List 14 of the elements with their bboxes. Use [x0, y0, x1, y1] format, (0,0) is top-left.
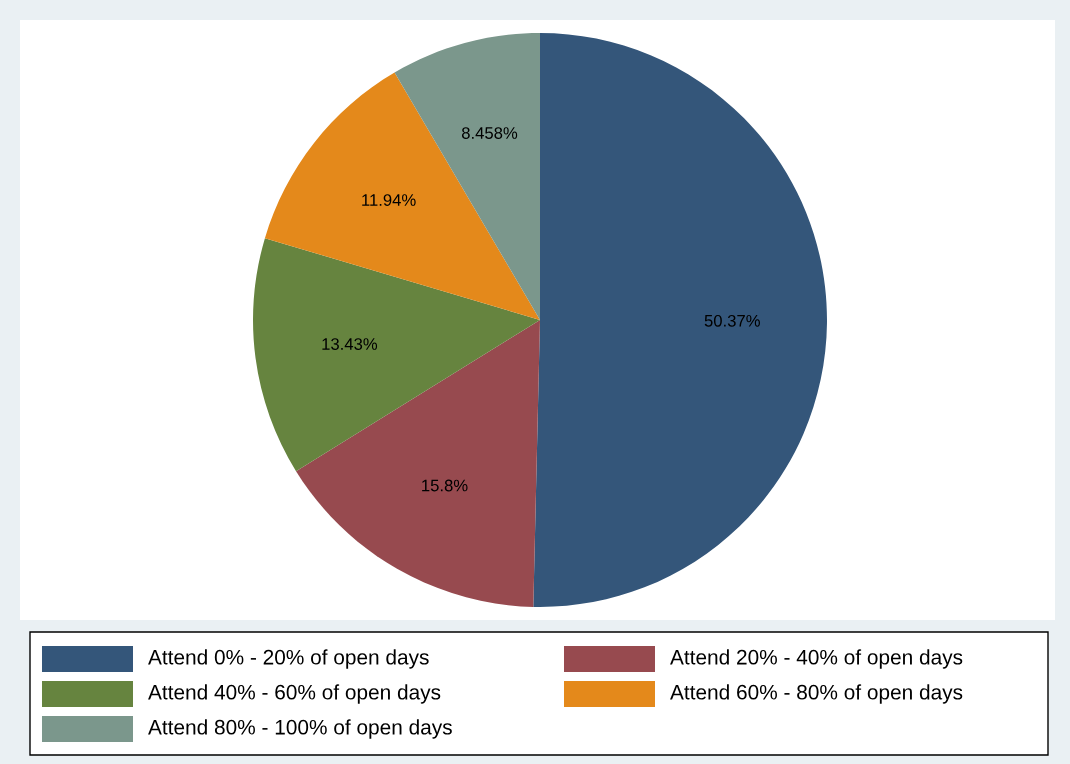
data-label: 15.8% [422, 479, 468, 492]
legend-label: Attend 40% - 60% of open days [148, 684, 441, 704]
legend-label: Attend 80% - 100% of open days [148, 719, 452, 739]
data-label: 50.37% [704, 314, 760, 327]
legend-label: Attend 60% - 80% of open days [670, 684, 963, 704]
pie-slice [264, 72, 540, 320]
data-label: 8.458% [461, 127, 518, 139]
pie-slice [533, 33, 827, 607]
data-label: 13.43% [322, 338, 378, 350]
data-label: 11.94% [362, 194, 416, 206]
pie-slice [253, 238, 540, 472]
legend-label: Attend 20% - 40% of open days [670, 649, 963, 669]
legend-label: Attend 0% - 20% of open days [148, 649, 429, 669]
pie-slice [296, 320, 540, 607]
